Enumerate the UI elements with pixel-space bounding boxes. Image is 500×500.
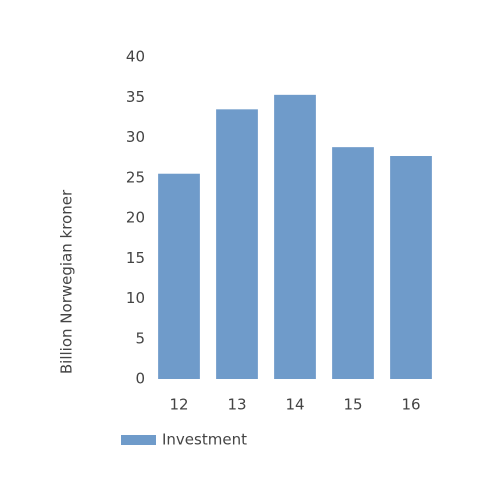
legend-swatch [121, 435, 156, 445]
y-tick-label: 15 [126, 249, 145, 267]
y-tick-label: 0 [135, 370, 145, 388]
x-tick-label: 15 [343, 396, 362, 414]
x-tick-label: 14 [285, 396, 304, 414]
bar [274, 94, 316, 380]
y-tick-label: 25 [126, 168, 145, 186]
bar [332, 147, 374, 379]
y-tick-label: 35 [126, 88, 145, 106]
y-tick-label: 40 [126, 48, 145, 66]
bar [216, 109, 258, 379]
x-tick-label: 12 [169, 396, 188, 414]
y-tick-label: 30 [126, 128, 145, 146]
y-tick-label: 10 [126, 289, 145, 307]
x-tick-label: 16 [401, 396, 420, 414]
bar [158, 173, 200, 379]
x-tick-label: 13 [227, 396, 246, 414]
y-axis-label: Billion Norwegian kroner [58, 189, 76, 374]
bar [390, 156, 432, 379]
y-tick-label: 20 [126, 209, 145, 227]
legend-label: Investment [162, 431, 247, 449]
y-tick-label: 5 [135, 329, 145, 347]
